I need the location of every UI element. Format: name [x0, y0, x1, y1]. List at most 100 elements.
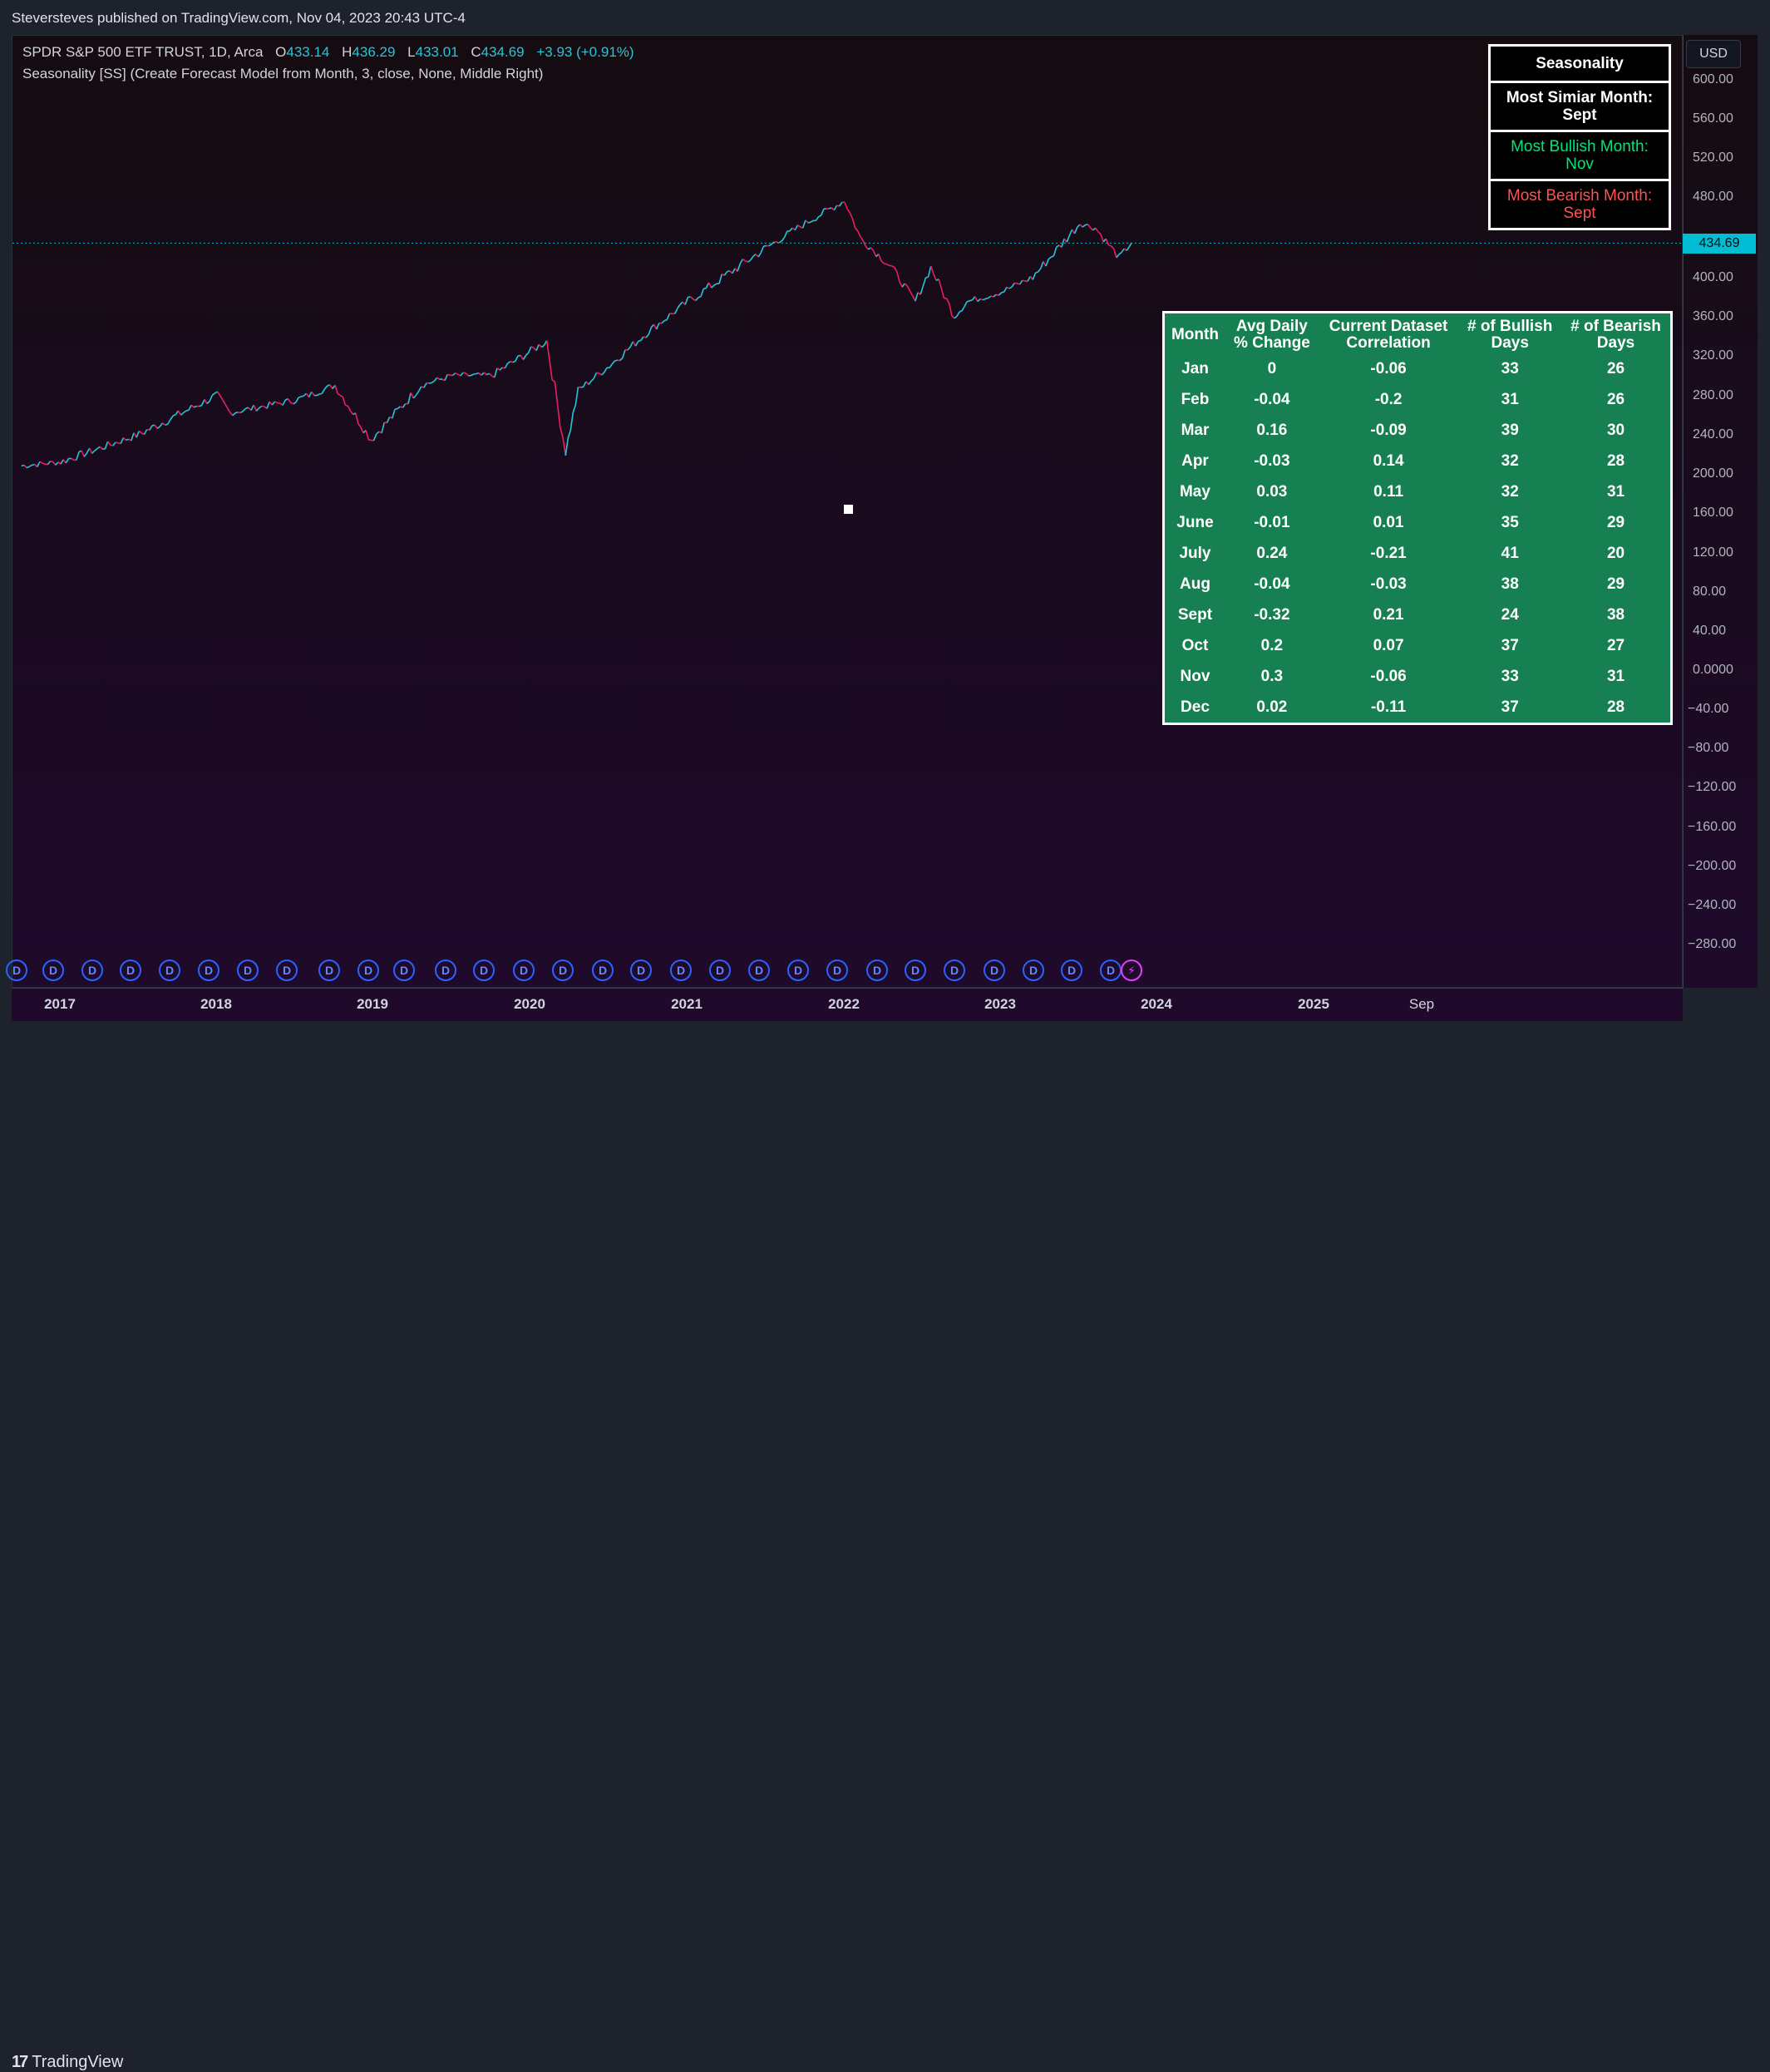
price-segment [81, 451, 84, 456]
cell-avg-change: -0.04 [1225, 384, 1319, 415]
dividend-marker[interactable]: D [1023, 960, 1044, 981]
dividend-marker[interactable]: D [6, 960, 27, 981]
time-tick: 2021 [671, 996, 703, 1013]
cell-avg-change: 0.16 [1225, 415, 1319, 446]
cell-correlation: -0.06 [1319, 353, 1459, 384]
dividend-marker[interactable]: D [630, 960, 652, 981]
dividend-marker[interactable]: D [513, 960, 535, 981]
price-segment [1051, 256, 1053, 257]
price-segment [168, 420, 170, 425]
price-segment [967, 301, 969, 302]
price-segment [1036, 272, 1038, 273]
last-price-badge: 434.69 [1683, 234, 1756, 254]
cell-month: May [1164, 476, 1225, 507]
price-segment [356, 413, 358, 424]
price-segment [205, 399, 207, 403]
price-segment [466, 373, 468, 376]
dividend-marker[interactable]: D [159, 960, 180, 981]
open-label: O [275, 44, 286, 60]
dividend-marker[interactable]: D [318, 960, 340, 981]
price-segment [558, 404, 560, 427]
cell-month: Dec [1164, 692, 1225, 724]
price-segment [596, 372, 599, 373]
close-value: 434.69 [481, 44, 525, 60]
dividend-marker[interactable]: D [198, 960, 219, 981]
symbol-legend[interactable]: SPDR S&P 500 ETF TRUST, 1D, Arca O433.14… [22, 44, 634, 61]
price-segment [121, 437, 123, 443]
low-label: L [407, 44, 415, 60]
dividend-marker[interactable]: D [42, 960, 64, 981]
price-segment [881, 261, 884, 264]
price-segment [996, 294, 998, 295]
dividend-marker[interactable]: D [393, 960, 415, 981]
split-marker[interactable]: ⚡ [1121, 960, 1142, 981]
dividend-marker[interactable]: D [670, 960, 692, 981]
cell-bearish-days: 28 [1561, 446, 1671, 476]
indicator-legend[interactable]: Seasonality [SS] (Create Forecast Model … [22, 66, 543, 82]
dividend-marker[interactable]: D [748, 960, 770, 981]
dividend-marker[interactable]: D [1100, 960, 1122, 981]
price-segment [985, 298, 988, 299]
dividend-marker[interactable]: D [944, 960, 965, 981]
price-tick: −240.00 [1688, 898, 1736, 913]
dividend-marker[interactable]: D [905, 960, 926, 981]
price-segment [993, 294, 996, 297]
price-segment [934, 274, 936, 281]
dividend-marker[interactable]: D [473, 960, 495, 981]
dividend-marker[interactable]: D [357, 960, 379, 981]
price-segment [1041, 261, 1043, 269]
currency-button[interactable]: USD [1686, 40, 1741, 68]
dividend-marker[interactable]: D [276, 960, 298, 981]
cell-bullish-days: 31 [1458, 384, 1561, 415]
dividend-marker[interactable]: D [120, 960, 141, 981]
change-value: +3.93 (+0.91%) [536, 44, 634, 60]
price-segment [40, 461, 42, 463]
cell-bearish-days: 29 [1561, 507, 1671, 538]
dividend-marker[interactable]: D [435, 960, 456, 981]
price-segment [515, 356, 518, 362]
price-segment [411, 392, 413, 397]
price-segment [486, 373, 489, 374]
dividend-marker[interactable]: D [81, 960, 103, 981]
price-segment [1096, 228, 1098, 232]
cell-month: Oct [1164, 630, 1225, 661]
price-tick: −160.00 [1688, 820, 1736, 835]
price-segment [437, 377, 440, 379]
price-segment [748, 260, 751, 262]
price-segment [907, 286, 910, 291]
dividend-marker[interactable]: D [552, 960, 574, 981]
price-segment [664, 320, 667, 321]
price-segment [941, 289, 944, 298]
cell-bearish-days: 31 [1561, 661, 1671, 692]
price-segment [975, 297, 978, 302]
dividend-marker[interactable]: D [787, 960, 809, 981]
price-segment [868, 248, 870, 249]
dividend-marker[interactable]: D [709, 960, 731, 981]
dividend-marker[interactable]: D [1061, 960, 1082, 981]
price-segment [351, 412, 353, 415]
price-segment [797, 225, 800, 227]
dividend-marker[interactable]: D [984, 960, 1005, 981]
price-segment [312, 392, 314, 395]
price-segment [76, 452, 79, 461]
dividend-marker[interactable]: D [826, 960, 848, 981]
dividend-marker[interactable]: D [866, 960, 888, 981]
dividend-marker[interactable]: D [237, 960, 259, 981]
price-segment [991, 296, 993, 297]
price-segment [456, 373, 458, 375]
cell-bearish-days: 38 [1561, 599, 1671, 630]
cell-bearish-days: 31 [1561, 476, 1671, 507]
dividend-marker[interactable]: D [592, 960, 614, 981]
price-segment [1012, 283, 1014, 287]
price-segment [834, 205, 836, 210]
price-segment [811, 220, 813, 222]
price-segment [361, 427, 363, 433]
price-segment [495, 368, 497, 377]
price-segment [309, 392, 312, 397]
price-segment [1069, 229, 1072, 235]
